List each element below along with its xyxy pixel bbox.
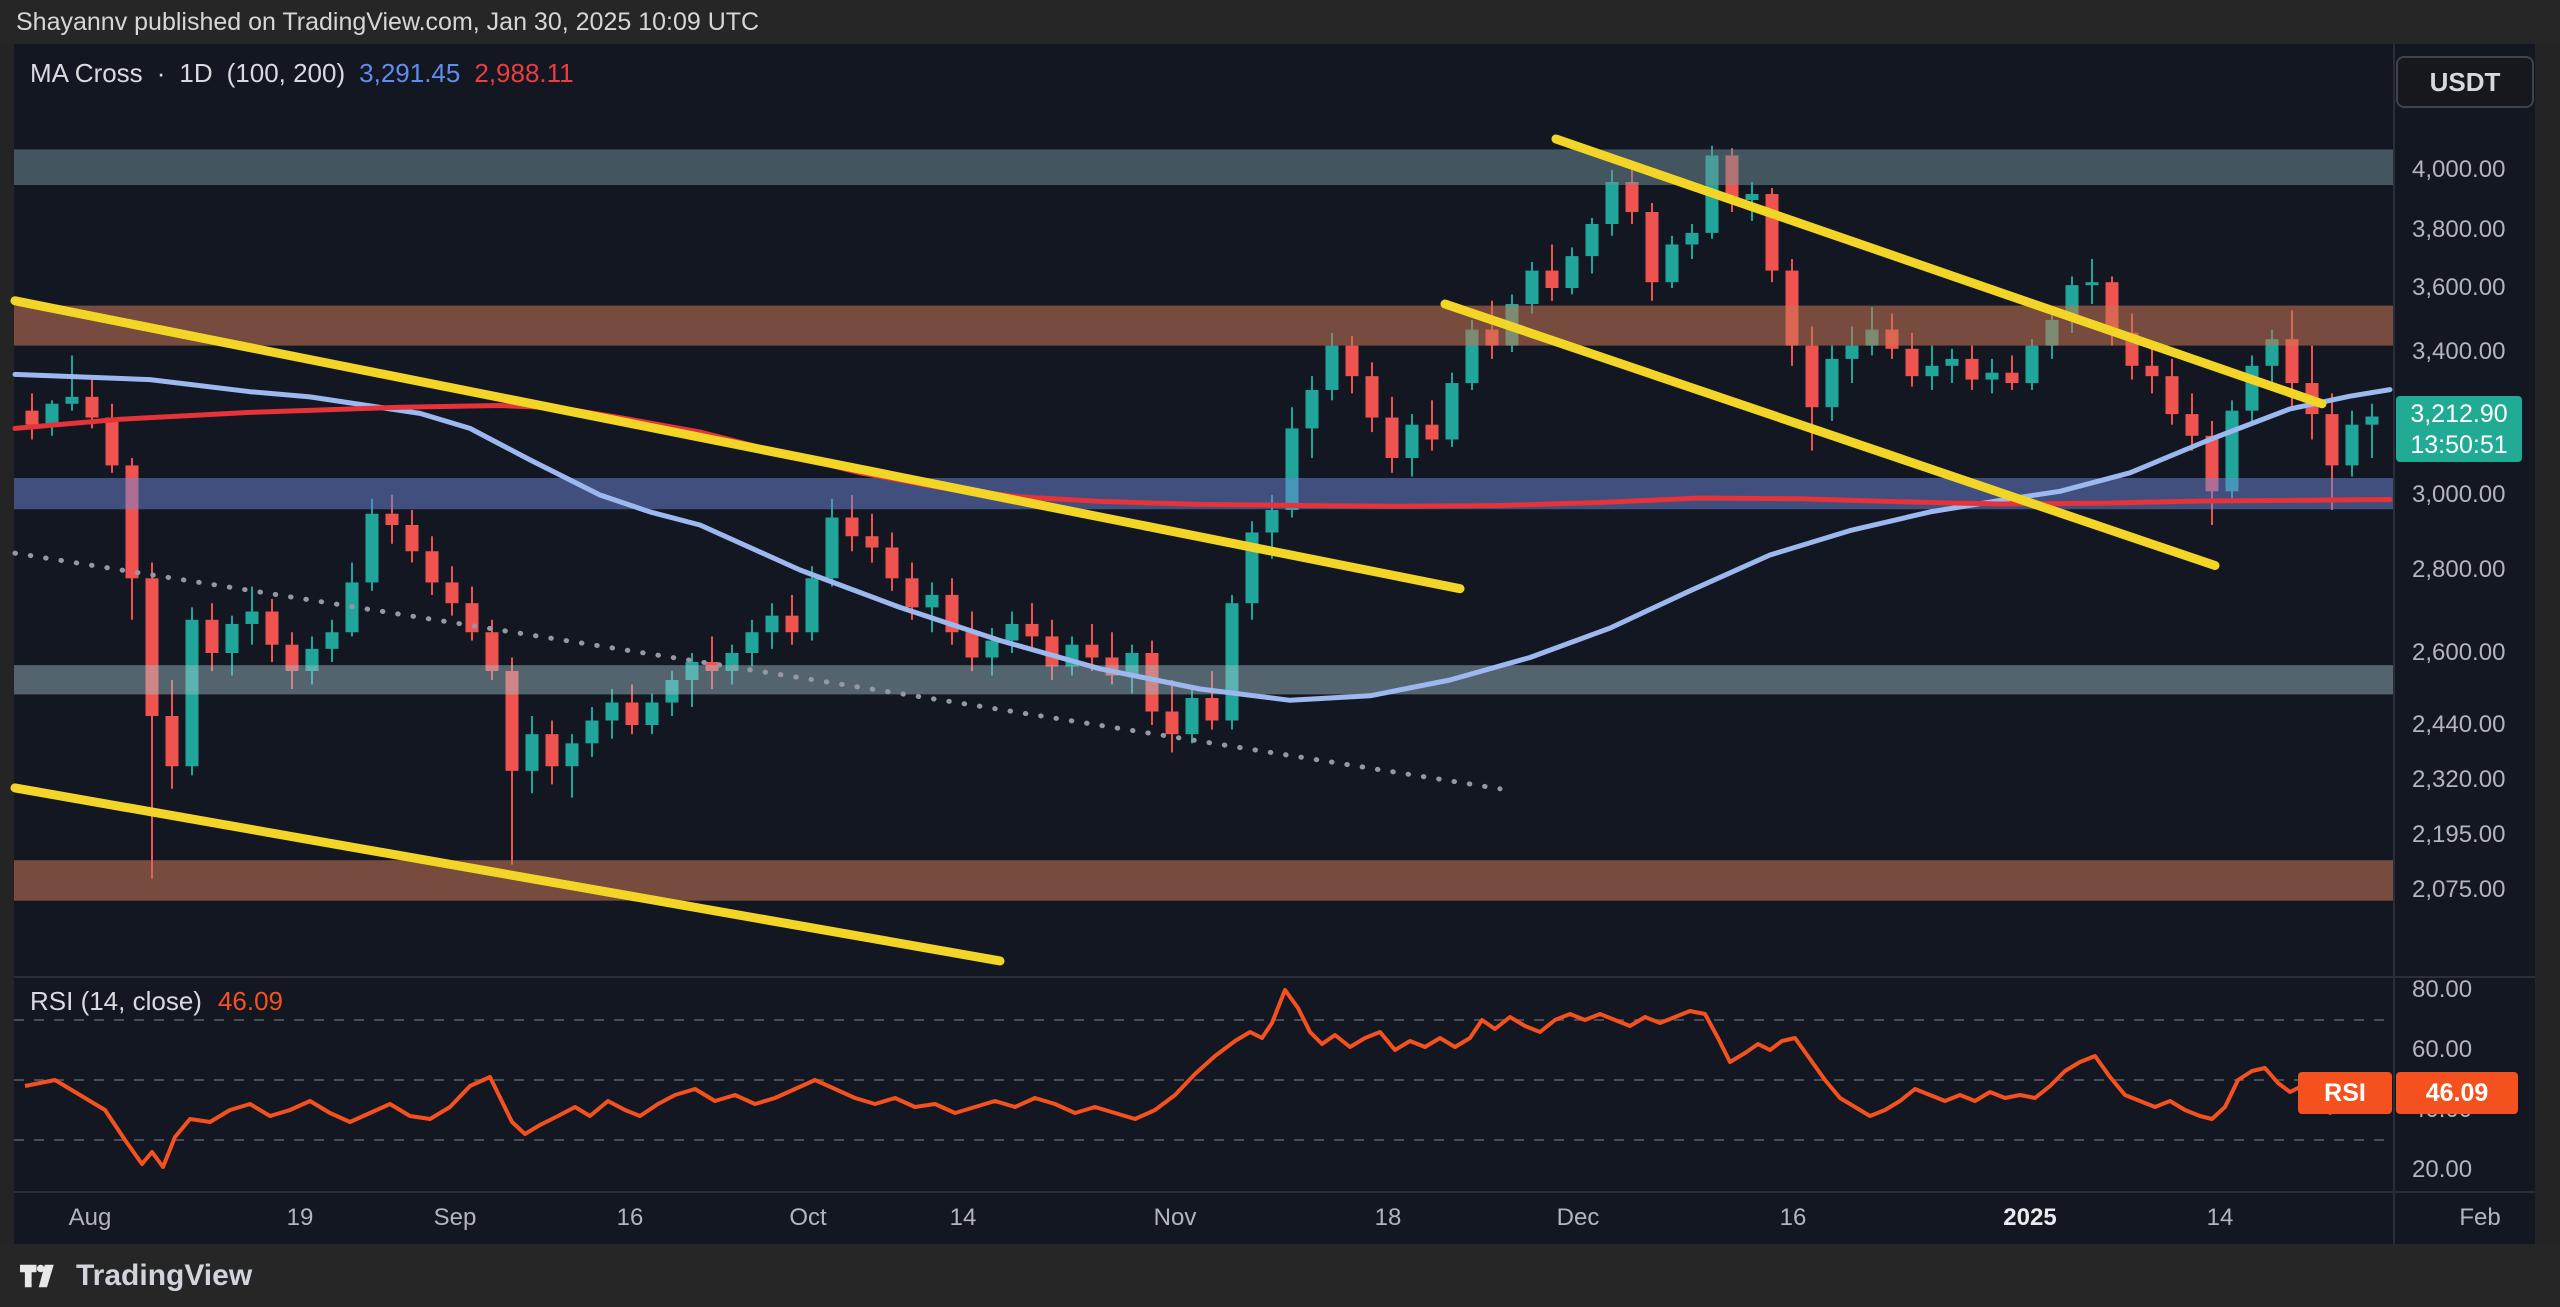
time-axis-label: 16 <box>616 1204 644 1231</box>
time-axis-label: Feb <box>2459 1204 2501 1231</box>
rsi-title: RSI (14, close) <box>30 986 202 1016</box>
time-axis-label: Oct <box>789 1204 827 1231</box>
rsi-badge-label: RSI <box>2298 1072 2392 1114</box>
time-axis-label: 19 <box>286 1204 314 1231</box>
tradingview-logo-icon[interactable] <box>20 1263 62 1289</box>
price-axis-label: 3,000.00 <box>2412 481 2506 508</box>
supply-zone-3480 <box>14 305 2394 346</box>
rsi-axis-label: 60.00 <box>2412 1036 2473 1063</box>
price-axis[interactable]: 4,000.00 3,800.00 3,600.00 3,400.00 3,000.00… <box>2394 44 2560 1244</box>
demand-zone-2100 <box>14 860 2394 901</box>
bar-countdown: 13:50:51 <box>2410 431 2508 459</box>
rsi-badge-value: 46.09 <box>2396 1072 2518 1114</box>
time-axis-label: Dec <box>1556 1204 1600 1231</box>
rsi-line[interactable] <box>24 988 2362 1169</box>
time-axis-label: Sep <box>433 1204 477 1231</box>
channel-bottom-dec-jan[interactable] <box>1440 299 2220 570</box>
time-axis-label: Aug <box>68 1204 112 1231</box>
rsi-legend[interactable]: RSI (14, close) 46.09 <box>30 986 283 1017</box>
time-axis[interactable]: Aug 19 Sep 16 Oct 14 Nov 18 Dec 16 2025 14 Feb <box>0 1204 2560 1244</box>
price-axis-label: 2,075.00 <box>2412 876 2506 903</box>
rsi-axis-label: 20.00 <box>2412 1156 2473 1183</box>
currency-button[interactable]: USDT <box>2396 56 2534 108</box>
price-axis-label: 2,195.00 <box>2412 821 2506 848</box>
descending-support-aug-oct[interactable] <box>10 783 1005 966</box>
time-axis-label: 16 <box>1779 1204 1807 1231</box>
ma-cross-legend[interactable]: MA Cross · 1D (100, 200) 3,291.45 2,988.… <box>30 58 574 89</box>
price-axis-label: 4,000.00 <box>2412 156 2506 183</box>
dotted-trendline[interactable] <box>12 550 1503 792</box>
indicator-title: MA Cross <box>30 58 143 88</box>
time-axis-label: Nov <box>1153 1204 1197 1231</box>
footer-bar: TradingView <box>0 1244 2560 1307</box>
resistance-zone-4000 <box>14 149 2394 185</box>
price-axis-label: 2,800.00 <box>2412 556 2506 583</box>
descending-resistance-aug-nov[interactable] <box>10 296 1465 594</box>
indicator-interval: 1D <box>179 58 213 88</box>
last-price-value: 3,212.90 <box>2410 400 2508 428</box>
time-axis-label: 2025 <box>2003 1204 2057 1231</box>
chart-background <box>14 44 2535 1244</box>
rsi-legend-value: 46.09 <box>217 986 284 1016</box>
last-price-badge: 3,212.90 13:50:51 <box>2396 396 2522 462</box>
price-axis-label: 2,600.00 <box>2412 639 2506 666</box>
publish-header: Shayannv published on TradingView.com, J… <box>0 0 2560 44</box>
price-axis-label: 2,320.00 <box>2412 766 2506 793</box>
rsi-axis-label: 80.00 <box>2412 976 2473 1003</box>
tradingview-brand-text[interactable]: TradingView <box>76 1258 253 1292</box>
indicator-params: (100, 200) <box>226 58 346 88</box>
price-axis-label: 3,800.00 <box>2412 216 2506 243</box>
publish-header-text: Shayannv published on TradingView.com, J… <box>16 8 760 36</box>
time-axis-label: 18 <box>1374 1204 1402 1231</box>
price-axis-label: 3,400.00 <box>2412 338 2506 365</box>
time-axis-label: 14 <box>949 1204 977 1231</box>
channel-top-dec-jan[interactable] <box>1551 134 2327 409</box>
legend-separator: · <box>156 58 166 88</box>
ma100-value: 3,291.45 <box>359 58 461 88</box>
ma-200-line[interactable] <box>12 403 2393 509</box>
price-axis-label: 2,440.00 <box>2412 711 2506 738</box>
time-axis-label: 14 <box>2206 1204 2234 1231</box>
price-axis-label: 3,600.00 <box>2412 274 2506 301</box>
ma-100-line[interactable] <box>12 371 2393 703</box>
ma200-value: 2,988.11 <box>474 58 574 88</box>
